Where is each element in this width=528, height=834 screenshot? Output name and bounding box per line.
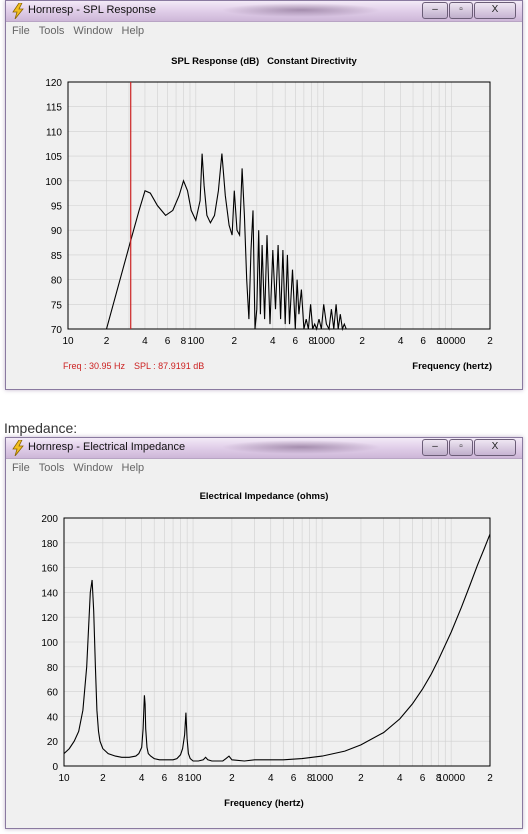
y-tick-label: 120 (45, 78, 62, 89)
y-tick-label: 80 (47, 663, 59, 674)
titlebar-glare (221, 440, 381, 454)
x-tick-label: 2 (358, 773, 364, 784)
y-tick-label: 75 (51, 300, 63, 311)
x-tick-label: 2 (100, 773, 106, 784)
response-curve (63, 533, 491, 762)
response-curve (105, 153, 363, 332)
minimize-button[interactable]: – (422, 2, 448, 19)
x-tick-label: 4 (398, 336, 404, 347)
minimize-button[interactable]: – (422, 439, 448, 456)
y-tick-label: 115 (46, 103, 62, 114)
titlebar-glare (221, 3, 381, 17)
x-tick-label: 2 (232, 336, 238, 347)
x-tick-label: 10000 (438, 336, 466, 347)
x-tick-label: 8 (307, 773, 313, 784)
imp-menubar: File Tools Window Help (6, 459, 522, 477)
x-tick-label: 4 (139, 773, 145, 784)
y-tick-label: 100 (41, 638, 58, 649)
y-tick-label: 0 (52, 762, 58, 773)
y-tick-label: 70 (51, 325, 63, 336)
spl-menubar: File Tools Window Help (6, 22, 522, 40)
x-tick-label: 8 (436, 773, 442, 784)
x-tick-label: 2 (229, 773, 235, 784)
y-tick-label: 80 (51, 276, 63, 287)
x-tick-label: 100 (185, 773, 202, 784)
y-tick-label: 160 (41, 564, 58, 575)
x-axis-label: Frequency (hertz) (412, 361, 492, 372)
spl-chart-area: SPL Response (dB) Constant Directivity 7… (6, 41, 522, 389)
x-tick-label: 4 (397, 773, 403, 784)
y-tick-label: 120 (41, 613, 58, 624)
chart-title: SPL Response (dB) Constant Directivity (171, 56, 357, 67)
y-tick-label: 105 (45, 152, 62, 163)
spl-chart[interactable]: SPL Response (dB) Constant Directivity 7… (6, 41, 522, 387)
y-tick-label: 100 (45, 177, 62, 188)
x-tick-label: 2 (487, 773, 493, 784)
x-tick-label: 6 (165, 336, 171, 347)
menu-help[interactable]: Help (121, 462, 145, 474)
x-tick-label: 6 (420, 773, 426, 784)
x-tick-label: 10000 (437, 773, 465, 784)
freq-readout: Freq : 30.95 Hz (63, 361, 126, 371)
hornresp-app-icon (12, 440, 24, 456)
x-tick-label: 6 (420, 336, 426, 347)
y-tick-label: 180 (41, 539, 58, 550)
close-button[interactable]: X (474, 2, 516, 19)
close-button[interactable]: X (474, 439, 516, 456)
menu-tools[interactable]: Tools (38, 462, 65, 474)
x-tick-label: 2 (359, 336, 365, 347)
x-tick-label: 8 (181, 336, 187, 347)
imp-chart-area: Electrical Impedance (ohms) 0 20 40 60 80 100… (6, 478, 522, 828)
y-tick-label: 110 (46, 127, 62, 138)
x-tick-label: 6 (291, 773, 297, 784)
spl-window: Hornresp - SPL Response – ▫ X File Tools… (5, 0, 523, 390)
menu-window[interactable]: Window (73, 462, 113, 474)
plot-frame (67, 81, 491, 330)
x-tick-label: 100 (187, 336, 204, 347)
x-tick-label: 2 (487, 336, 493, 347)
x-axis-label: Frequency (hertz) (224, 798, 304, 809)
x-tick-label: 6 (162, 773, 168, 784)
hornresp-app-icon (12, 3, 24, 19)
x-tick-label: 10 (62, 336, 74, 347)
plot-frame (63, 517, 491, 767)
window-title: Hornresp - SPL Response (28, 4, 156, 16)
y-tick-label: 200 (41, 514, 58, 525)
x-tick-label: 4 (142, 336, 148, 347)
impedance-chart[interactable]: Electrical Impedance (ohms) 0 20 40 60 80 100… (6, 478, 522, 826)
x-tick-label: 1000 (313, 336, 336, 347)
y-tick-label: 90 (51, 226, 63, 237)
imp-titlebar[interactable]: Hornresp - Electrical Impedance – ▫ X (6, 438, 522, 459)
window-title: Hornresp - Electrical Impedance (28, 441, 186, 453)
menu-help[interactable]: Help (121, 25, 145, 37)
x-tick-label: 1000 (311, 773, 334, 784)
chart-title: Electrical Impedance (ohms) (200, 491, 329, 502)
spl-titlebar[interactable]: Hornresp - SPL Response – ▫ X (6, 1, 522, 22)
menu-tools[interactable]: Tools (38, 25, 65, 37)
x-tick-label: 8 (436, 336, 442, 347)
y-tick-label: 20 (47, 737, 59, 748)
spl-readout: SPL : 87.9191 dB (134, 361, 204, 371)
impedance-caption: Impedance: (4, 420, 78, 436)
maximize-button[interactable]: ▫ (449, 2, 473, 19)
impedance-window: Hornresp - Electrical Impedance – ▫ X Fi… (5, 437, 523, 829)
menu-file[interactable]: File (12, 25, 30, 37)
menu-file[interactable]: File (12, 462, 30, 474)
y-tick-label: 60 (47, 688, 59, 699)
x-tick-label: 6 (293, 336, 299, 347)
maximize-button[interactable]: ▫ (449, 439, 473, 456)
y-tick-label: 85 (51, 251, 63, 262)
y-tick-label: 140 (41, 588, 58, 599)
x-tick-label: 4 (270, 336, 276, 347)
x-tick-label: 8 (309, 336, 315, 347)
y-tick-label: 95 (51, 202, 63, 213)
x-tick-label: 8 (178, 773, 184, 784)
x-tick-label: 10 (58, 773, 70, 784)
x-tick-label: 4 (268, 773, 274, 784)
y-tick-label: 40 (47, 712, 59, 723)
menu-window[interactable]: Window (73, 25, 113, 37)
x-tick-label: 2 (104, 336, 110, 347)
